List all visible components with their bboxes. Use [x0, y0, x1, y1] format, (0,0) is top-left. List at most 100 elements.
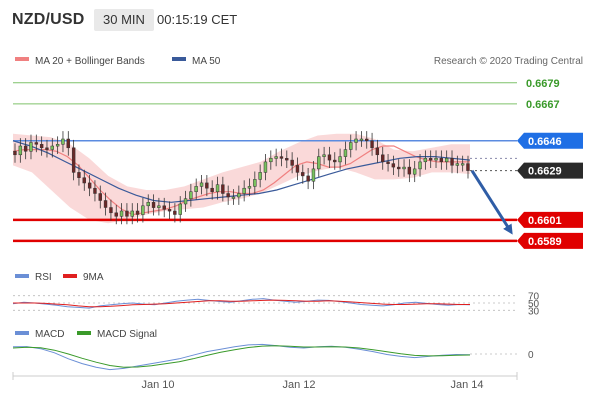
rsi-tick-label: 70: [528, 292, 540, 303]
candle-body: [301, 172, 305, 177]
candle-body: [317, 156, 321, 170]
candle-body: [98, 193, 102, 201]
rsi-line: [12, 298, 471, 309]
level-label: 0.6679: [526, 78, 560, 90]
time-label: 00:15:19 CET: [157, 12, 238, 27]
candlesticks: [13, 131, 470, 225]
x-tick-label: Jan 14: [450, 379, 483, 391]
candle-body: [13, 151, 17, 156]
candle-body: [215, 184, 220, 192]
candle-body: [370, 140, 374, 149]
candle-body: [77, 172, 81, 178]
candle-body: [381, 154, 385, 163]
bollinger-band-fill: [13, 133, 470, 224]
candle-body: [247, 186, 252, 189]
candle-body: [183, 198, 188, 205]
macd-panel: 0: [12, 343, 534, 371]
candle-body: [151, 202, 156, 208]
level-badge: [517, 132, 583, 149]
candle-body: [327, 154, 332, 161]
bollinger-band: [13, 133, 470, 224]
moving-averages: [12, 140, 471, 216]
candle-body: [290, 159, 294, 166]
candle-body: [141, 205, 145, 215]
candle-body: [365, 138, 369, 142]
candle-body: [343, 149, 348, 157]
candle-body: [242, 187, 246, 194]
candle-body: [157, 205, 161, 208]
rsi-legend-label: RSI: [35, 272, 52, 283]
candle-body: [455, 163, 460, 166]
candle-body: [50, 145, 54, 150]
candle-body: [45, 147, 49, 150]
candle-body: [306, 175, 310, 182]
ma50-line: [12, 140, 471, 203]
candle-body: [66, 138, 70, 149]
candle-body: [199, 182, 204, 187]
candle-body: [466, 163, 470, 171]
level-badge: [517, 162, 583, 179]
candle-body: [402, 166, 406, 170]
ma50-legend-label: MA 50: [192, 56, 221, 67]
timeframe-button[interactable]: 30 MIN: [94, 9, 154, 31]
candle-body: [210, 187, 214, 192]
macd-legend: MACD MACD Signal: [15, 329, 157, 340]
ma20-legend-label: MA 20 + Bollinger Bands: [35, 56, 145, 67]
price-levels: [13, 82, 517, 243]
macd-line: [12, 343, 471, 371]
candle-body: [460, 163, 465, 166]
candle-body: [295, 165, 300, 173]
macd-signal-legend-label: MACD Signal: [97, 329, 157, 340]
level-label: 0.6646: [528, 136, 562, 148]
rsi-tick-label: 50: [528, 299, 540, 310]
candle-body: [146, 202, 150, 207]
forecast-arrow-line: [470, 169, 513, 235]
candle-body: [418, 161, 422, 170]
candle-body: [135, 210, 140, 215]
candle-body: [23, 145, 28, 152]
ma9-legend-label: 9MA: [83, 272, 104, 283]
candle-body: [444, 158, 449, 163]
candle-body: [114, 212, 118, 217]
candle-body: [61, 138, 65, 145]
candle-body: [285, 158, 289, 161]
rsi-ma9-line: [13, 299, 470, 308]
level-label: 0.6667: [526, 99, 560, 111]
candle-body: [55, 144, 60, 147]
level-badge: [517, 211, 583, 228]
chart-header: NZD/USD 30 MIN 00:15:19 CET: [0, 0, 599, 40]
candle-body: [125, 210, 129, 217]
candle-body: [226, 193, 230, 198]
macd-signal-line: [12, 345, 471, 368]
macd-legend-label: MACD: [35, 329, 64, 340]
candle-body: [423, 158, 428, 163]
level-badges: 0.6679 0.6667 0.6646 0.6629 0.6601 0.6589: [517, 78, 583, 249]
candle-body: [82, 177, 86, 184]
candle-body: [231, 196, 236, 199]
candle-body: [253, 179, 257, 187]
candle-body: [412, 168, 417, 175]
candle-body: [349, 142, 353, 150]
candle-body: [428, 158, 433, 161]
ma20-legend-swatch: [15, 57, 29, 61]
level-badge: [517, 232, 583, 249]
macd-tick-label: 0: [528, 350, 534, 361]
candle-body: [391, 163, 396, 168]
candle-body: [311, 168, 316, 182]
candle-body: [237, 193, 241, 198]
candle-body: [119, 210, 124, 217]
macd-legend-swatch: [15, 331, 29, 335]
rsi-legend: RSI 9MA: [15, 272, 104, 283]
level-label: 0.6629: [528, 166, 562, 178]
candle-body: [258, 172, 262, 180]
candle-body: [434, 158, 438, 161]
candle-body: [109, 207, 113, 214]
ma20-line: [12, 145, 470, 216]
macd-signal-legend-swatch: [77, 331, 91, 335]
candle-body: [93, 187, 97, 194]
candle-body: [87, 182, 92, 189]
candle-body: [338, 156, 342, 163]
rsi-legend-swatch: [15, 274, 29, 278]
